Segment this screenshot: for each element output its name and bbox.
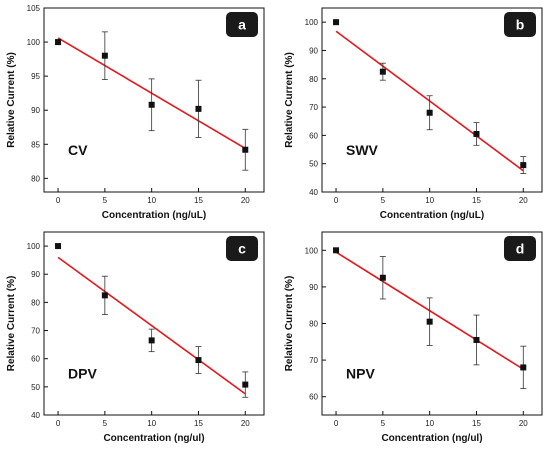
chart-panel-c: 0 5 10 15 20 40 50 60 70 80 90 100 Concentration (ng…: [6, 231, 265, 444]
plot-frame: [43, 7, 265, 193]
panel-letter-badge-bg: [226, 236, 258, 261]
y-tick-label: 105: [27, 4, 41, 13]
method-label: CV: [68, 142, 88, 158]
y-tick-label: 80: [31, 298, 40, 307]
data-point: [101, 292, 108, 299]
data-point: [101, 52, 108, 59]
x-tick-label: 5: [103, 419, 108, 428]
x-axis-label: Concentration (ng/ul): [103, 433, 204, 444]
plot-frame: [321, 7, 543, 193]
y-tick-label: 60: [309, 393, 318, 402]
x-axis-label: Concentration (ng/ul): [381, 433, 482, 444]
panel-letter: a: [238, 17, 246, 33]
data-point: [148, 101, 155, 108]
data-point: [55, 243, 62, 250]
x-tick-label: 0: [56, 196, 61, 205]
panel-letter: b: [516, 17, 525, 33]
panel-letter-badge: a: [226, 12, 258, 37]
y-tick-label: 90: [31, 270, 40, 279]
x-tick-label: 10: [147, 196, 156, 205]
panel-letter-badge: b: [504, 12, 536, 37]
y-tick-label: 80: [309, 75, 318, 84]
x-tick-label: 5: [381, 196, 386, 205]
x-tick-label: 0: [56, 419, 61, 428]
y-tick-label: 40: [309, 188, 318, 197]
y-tick-label: 100: [27, 38, 41, 47]
y-tick-label: 50: [31, 383, 40, 392]
y-tick-label: 60: [309, 131, 318, 140]
panel-letter-badge-bg: [226, 12, 258, 37]
panel-letter: c: [238, 241, 246, 257]
y-tick-label: 90: [309, 46, 318, 55]
x-tick-label: 0: [334, 196, 339, 205]
data-point: [520, 364, 527, 371]
panel-letter-badge-bg: [504, 236, 536, 261]
plot-frame: [43, 231, 265, 416]
y-axis-label: Relative Current (%): [284, 276, 295, 372]
x-tick-label: 20: [519, 419, 528, 428]
x-tick-label: 15: [194, 419, 203, 428]
panel-letter-badge: c: [226, 236, 258, 261]
x-tick-label: 10: [147, 419, 156, 428]
y-tick-label: 100: [305, 18, 319, 27]
y-tick-label: 100: [27, 242, 41, 251]
x-tick-label: 15: [472, 419, 481, 428]
data-point: [148, 337, 155, 344]
x-axis-label: Concentration (ng/uL): [102, 210, 206, 221]
x-tick-label: 15: [194, 196, 203, 205]
data-point: [333, 19, 340, 26]
method-label: SWV: [346, 142, 379, 158]
data-point: [379, 274, 386, 281]
data-point: [473, 336, 480, 343]
y-axis-label: Relative Current (%): [6, 52, 17, 148]
x-tick-label: 5: [381, 419, 386, 428]
x-tick-label: 10: [425, 196, 434, 205]
y-axis-label: Relative Current (%): [6, 276, 17, 372]
y-tick-label: 80: [309, 320, 318, 329]
data-point: [473, 130, 480, 137]
data-point: [426, 109, 433, 116]
y-tick-label: 80: [31, 174, 40, 183]
data-point: [379, 68, 386, 75]
method-label: DPV: [68, 365, 97, 381]
chart-panel-b: 0 5 10 15 20 40 50 60 70 80 90 100 Concentration (ng…: [284, 7, 543, 221]
x-axis-label: Concentration (ng/uL): [380, 210, 484, 221]
y-tick-label: 50: [309, 160, 318, 169]
fit-line: [57, 256, 246, 395]
chart-panel-a: 0 5 10 15 20 80 85 90 95 100 105 Concentration (ng/…: [6, 4, 265, 221]
x-tick-label: 0: [334, 419, 339, 428]
y-tick-label: 95: [31, 72, 40, 81]
y-axis-label: Relative Current (%): [284, 52, 295, 148]
data-point: [426, 318, 433, 325]
y-tick-label: 40: [31, 411, 40, 420]
data-point: [195, 105, 202, 112]
y-tick-label: 90: [309, 283, 318, 292]
x-tick-label: 15: [472, 196, 481, 205]
panel-letter: d: [516, 241, 525, 257]
data-point: [333, 247, 340, 254]
y-tick-label: 85: [31, 140, 40, 149]
panel-letter-badge: d: [504, 236, 536, 261]
y-tick-label: 70: [31, 327, 40, 336]
data-point: [242, 381, 249, 388]
x-tick-label: 20: [241, 196, 250, 205]
y-tick-label: 70: [309, 103, 318, 112]
y-tick-label: 100: [305, 246, 319, 255]
data-point: [55, 39, 62, 46]
chart-panel-d: 0 5 10 15 20 60 70 80 90 100 Concentration (ng/ul)…: [284, 231, 543, 444]
x-tick-label: 5: [103, 196, 108, 205]
x-tick-label: 20: [241, 419, 250, 428]
panel-letter-badge-bg: [504, 12, 536, 37]
x-tick-label: 20: [519, 196, 528, 205]
x-tick-label: 10: [425, 419, 434, 428]
data-point: [242, 146, 249, 153]
data-point: [520, 162, 527, 169]
data-point: [195, 357, 202, 364]
y-tick-label: 90: [31, 106, 40, 115]
method-label: NPV: [346, 365, 375, 381]
y-tick-label: 70: [309, 356, 318, 365]
y-tick-label: 60: [31, 355, 40, 364]
